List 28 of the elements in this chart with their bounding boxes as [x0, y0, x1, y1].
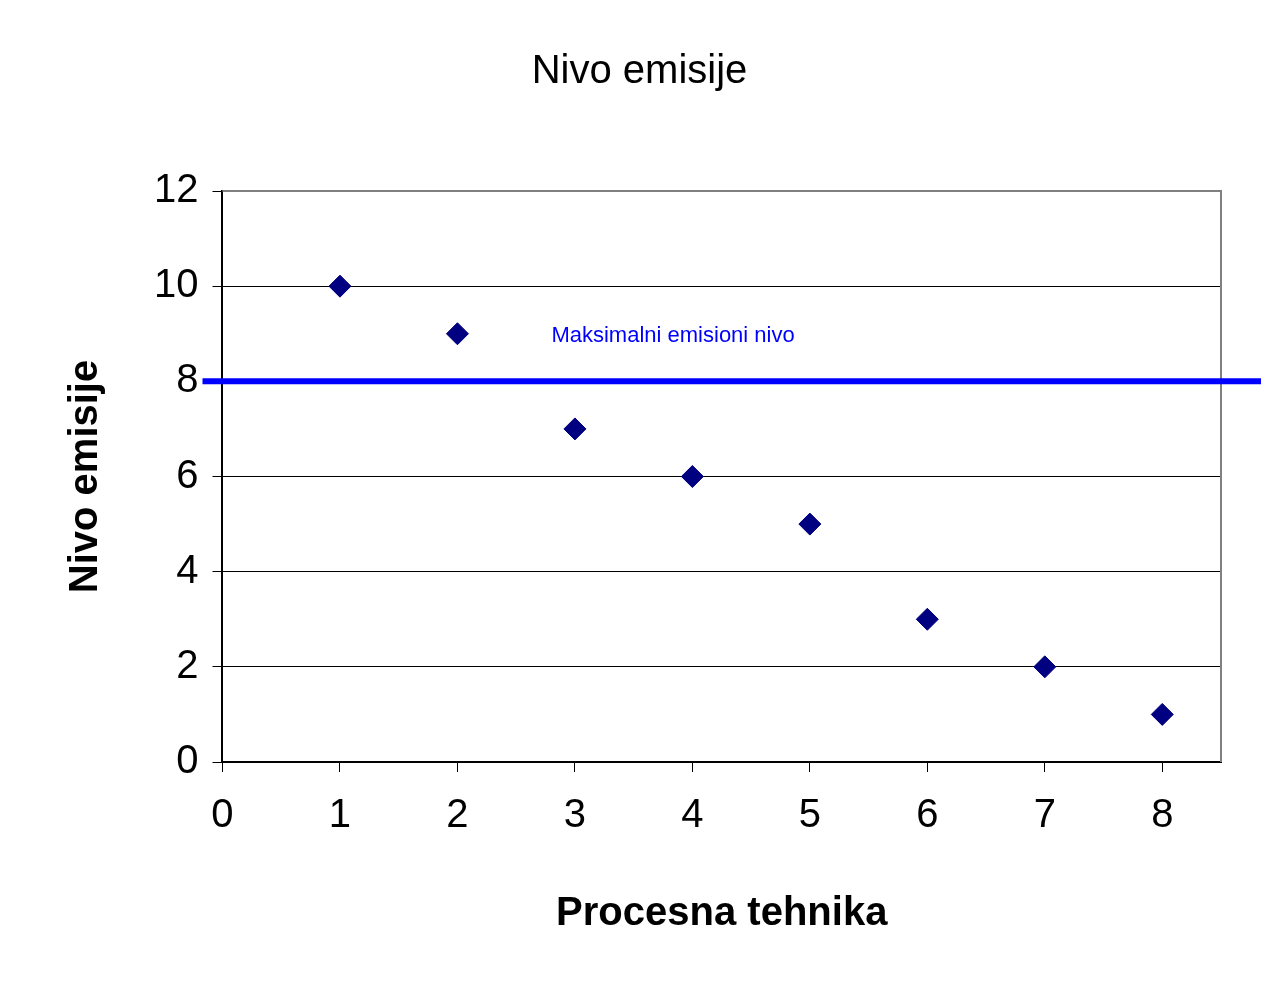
- x-tick-label: 2: [446, 791, 469, 836]
- y-tick-label: 8: [176, 356, 199, 401]
- x-tick-label: 0: [211, 791, 234, 836]
- point: [328, 274, 352, 298]
- y-tick-label: 0: [176, 737, 199, 782]
- x-axis-title: Procesna tehnika: [556, 889, 889, 934]
- y-tick-label: 6: [176, 451, 199, 496]
- x-tick-label: 6: [916, 791, 939, 836]
- y-tick-label: 4: [176, 546, 199, 591]
- x-tick-label: 4: [681, 791, 704, 836]
- point: [1033, 655, 1057, 679]
- y-axis-title: Nivo emisije: [61, 359, 106, 594]
- point: [445, 322, 469, 346]
- x-tick-label: 8: [1151, 791, 1174, 836]
- point: [915, 607, 939, 631]
- x-tick-label: 5: [798, 791, 821, 836]
- x-tick-label: 1: [328, 791, 352, 836]
- point: [1150, 702, 1174, 726]
- y-tick-label: 2: [176, 641, 199, 686]
- ref-line-label: Maksimalni emisioni nivo: [551, 322, 795, 348]
- x-tick-label: 3: [563, 791, 587, 836]
- y-tick-label: 12: [153, 166, 199, 211]
- point: [798, 512, 822, 536]
- point: [563, 417, 587, 441]
- point: [680, 465, 704, 488]
- chart-title: Nivo emisije: [531, 47, 748, 92]
- x-tick-label: 7: [1033, 791, 1056, 836]
- y-tick-label: 10: [153, 261, 199, 306]
